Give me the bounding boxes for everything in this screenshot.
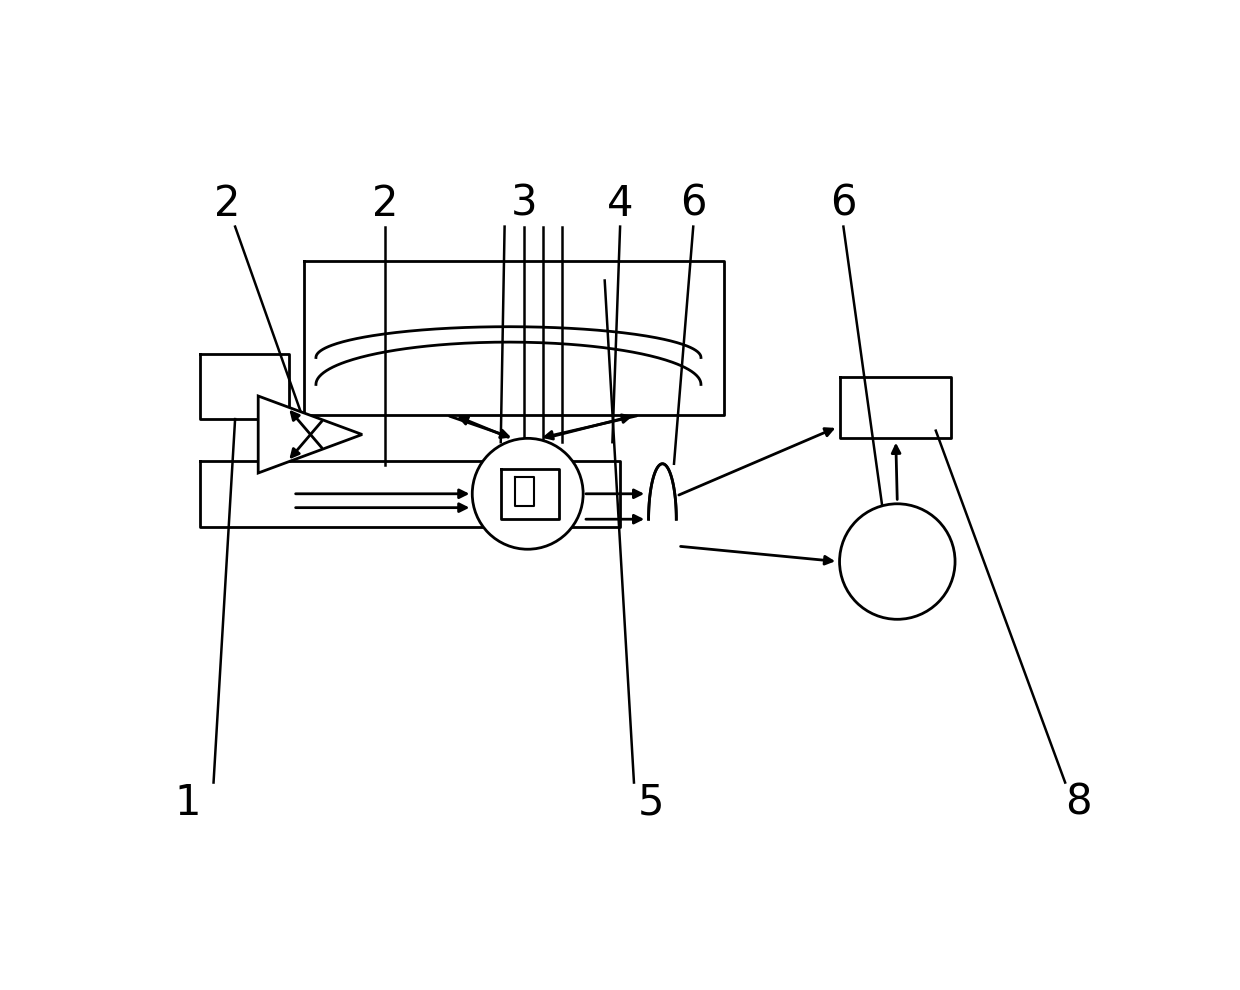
Text: 8: 8: [1065, 781, 1091, 824]
Circle shape: [472, 439, 583, 549]
Text: 5: 5: [637, 781, 665, 824]
Text: 2: 2: [372, 182, 398, 225]
Text: 4: 4: [606, 182, 634, 225]
Text: 3: 3: [511, 182, 537, 225]
Circle shape: [839, 504, 955, 620]
Polygon shape: [258, 396, 362, 473]
Text: 1: 1: [174, 781, 201, 824]
Text: 6: 6: [830, 182, 857, 225]
Text: 2: 2: [215, 182, 241, 225]
Text: 6: 6: [680, 182, 707, 225]
